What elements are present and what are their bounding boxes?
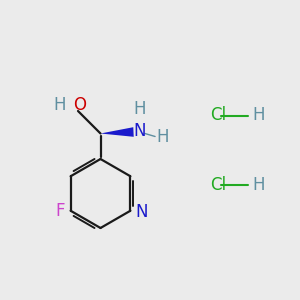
Text: O: O [74,96,86,114]
Text: Cl: Cl [210,176,226,194]
Text: H: H [53,96,66,114]
Text: Cl: Cl [210,106,226,124]
Text: N: N [133,122,146,140]
Text: H: H [156,128,169,146]
Polygon shape [100,127,134,137]
Text: H: H [252,106,265,124]
Text: F: F [56,202,65,220]
Text: H: H [133,100,146,118]
Text: H: H [252,176,265,194]
Text: N: N [135,203,148,221]
